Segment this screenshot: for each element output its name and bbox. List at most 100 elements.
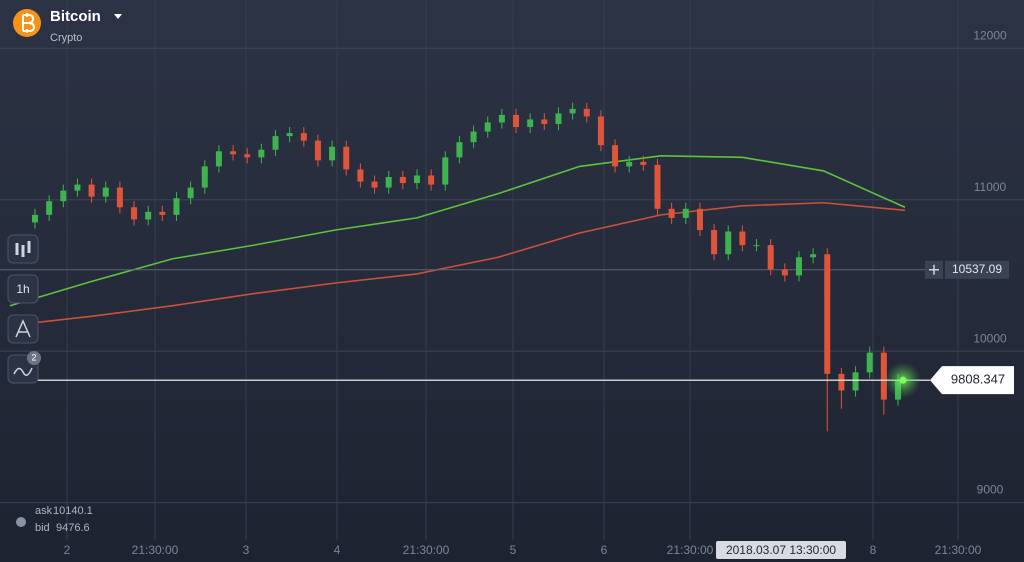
x-tick-label: 21:30:00 [132,543,179,557]
candle-body [201,166,208,188]
candle-body [824,254,831,374]
candle-body [555,113,562,124]
candle-body [612,145,619,167]
current-price-box [930,366,1014,395]
crosshair-time-box [716,541,846,559]
crosshair-price: 10537.09 [952,262,1002,276]
asset-title[interactable]: Bitcoin [50,8,101,25]
bid-value: 9476.6 [56,522,90,534]
plus-icon [929,264,939,275]
ask-value: 10140.1 [53,505,93,517]
x-tick-label: 6 [601,543,608,557]
candle-body [428,175,435,185]
x-tick-label: 4 [334,543,341,557]
candle-body [272,136,279,150]
x-tick-label: 2 [64,543,71,557]
x-tick-label: 3 [243,543,250,557]
candle-body [215,151,222,167]
candle-body [102,187,109,197]
x-tick-label: 21:30:00 [667,543,714,557]
candle-body [60,190,67,202]
bid-label: bid [35,522,50,534]
candle-body [711,230,718,255]
candle-body [88,184,95,197]
candle-body [314,140,321,161]
candle-body [682,208,689,218]
moving-average [9,154,906,307]
candle-body [725,231,732,255]
candle-body [357,169,364,182]
x-tick-label: 8 [870,543,877,557]
candle-body [597,116,604,146]
indicator-count: 2 [31,352,36,362]
indicators-icon [13,367,33,376]
drawing-icon [15,319,31,338]
candle-body [583,108,590,117]
candle-body [668,208,675,218]
candle-body [527,119,534,128]
candle-body [456,142,463,158]
candle-body [810,254,817,258]
candle-body [159,211,166,215]
candle-body [753,245,760,247]
ask-label: ask [35,505,53,517]
candle-body [640,161,647,165]
candle-body [343,146,350,170]
candle-body [413,175,420,184]
candle-body [654,164,661,209]
candle-body [767,245,774,270]
candle-body [880,352,887,400]
dropdown-arrow[interactable] [114,14,122,19]
candle-body [258,149,265,158]
y-tick-label: 11000 [974,180,1007,194]
candle-body [781,269,788,276]
candle-body [32,214,38,223]
candle-body [46,201,53,215]
candle-body [385,177,392,188]
asset-subtitle: Crypto [50,32,82,44]
crosshair-price-box [945,260,1009,279]
candle-body [131,207,138,220]
candle-body [852,372,859,391]
candle-body [484,122,491,132]
x-tick-label: 21:30:00 [935,543,982,557]
candle-body [866,352,873,373]
candle-body [569,108,576,114]
candle-body [513,114,520,128]
timeframe-label: 1h [16,282,29,296]
current-price: 9808.347 [951,372,1005,387]
y-tick-label: 9000 [977,483,1004,497]
bitcoin-glyph [22,13,36,33]
candle-body [371,181,378,188]
candle-body [838,373,845,391]
candle-body [739,231,746,246]
candle-body [300,133,307,141]
candle-body [329,146,336,161]
candle-body [145,211,152,220]
drawing-button[interactable] [7,314,39,344]
price-dot [899,376,907,384]
x-tick-label: 21:30:00 [403,543,450,557]
candle-body [286,133,293,137]
help-icon[interactable] [16,517,26,527]
candle-body [696,208,703,230]
candle-body [244,154,251,158]
candle-body [74,184,81,191]
timeframe-button[interactable] [7,274,39,304]
candle-body [442,157,449,185]
candle-body [187,187,194,199]
plot: 10537.09 9808.347 [0,102,1014,432]
x-tick-label: 5 [510,543,517,557]
candle-body [399,177,406,184]
moving-average [9,201,906,327]
candle-body [541,119,548,124]
crosshair-time: 2018.03.07 13:30:00 [726,543,836,557]
candles-icon [15,241,31,257]
candle-body [230,151,237,155]
candle-body [173,198,180,215]
candle-body [116,187,123,208]
candle-body [795,257,802,276]
